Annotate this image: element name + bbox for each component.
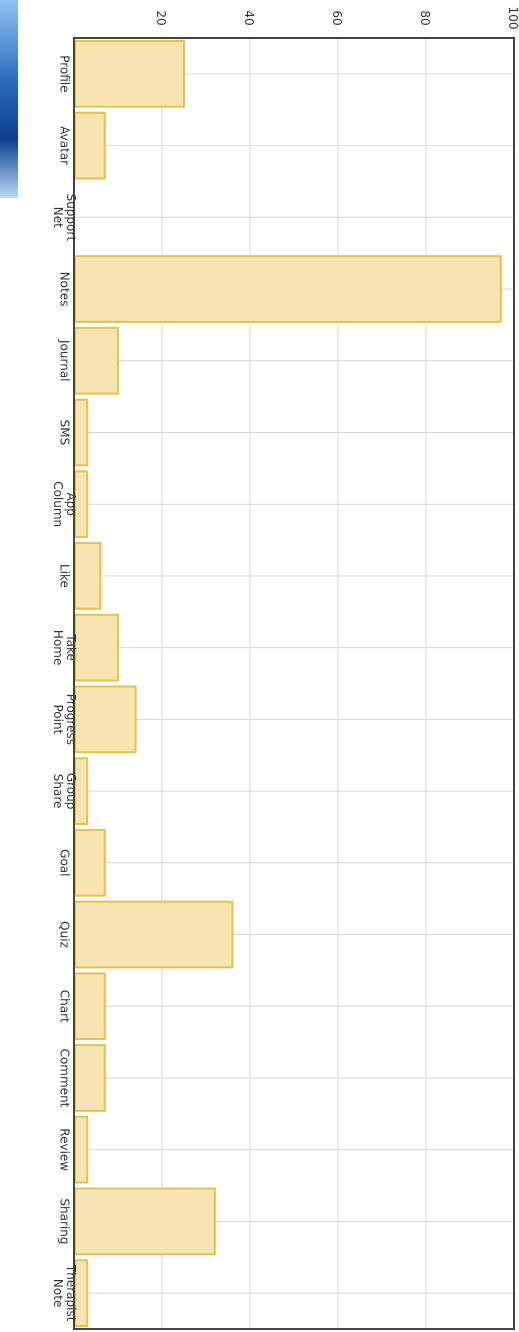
bar: [74, 111, 106, 180]
category-label: Share: [51, 774, 65, 809]
bar: [74, 613, 119, 682]
category-label: SMS: [58, 420, 72, 446]
category-label: Home: [51, 630, 65, 665]
bar: [74, 40, 185, 108]
category-label: Like: [58, 564, 72, 588]
plot-area: [73, 37, 515, 1330]
category-label: Group: [64, 773, 78, 810]
bar: [74, 972, 106, 1041]
decorative-gradient-strip: [0, 0, 18, 198]
bar: [74, 1187, 216, 1256]
category-label: Point: [51, 704, 65, 734]
category-label: Progress: [64, 694, 78, 745]
bar: [74, 542, 102, 610]
category-label: Net: [51, 207, 65, 228]
category-label: Goal: [58, 849, 72, 876]
bars: [74, 40, 502, 1328]
bar: [74, 828, 106, 897]
category-label: Review: [58, 1128, 72, 1171]
bar: [74, 1115, 89, 1184]
bar: [74, 900, 234, 969]
category-label: Notes: [58, 272, 72, 307]
category-label: Therapist: [64, 1264, 78, 1322]
grid-lines: [74, 38, 515, 1329]
category-label: Sharing: [58, 1198, 72, 1244]
bar: [74, 255, 502, 323]
category-label: Comment: [58, 1049, 72, 1108]
value-tick-label: 60: [330, 10, 344, 25]
bar: [74, 326, 119, 395]
category-label: Chart: [58, 990, 72, 1023]
category-label: Quiz: [58, 921, 72, 948]
category-label: Note: [51, 1279, 65, 1307]
category-label: Profile: [58, 55, 72, 92]
plot-frame: [73, 37, 515, 1330]
bar: [74, 398, 89, 467]
value-axis-ticks: 20 40 60 80 100: [154, 7, 519, 30]
bar: [74, 685, 137, 754]
category-label: Journal: [58, 339, 72, 382]
category-label: App: [64, 492, 78, 515]
category-label: Support: [64, 194, 78, 242]
bar: [74, 1044, 106, 1112]
value-tick-label: 80: [418, 10, 432, 25]
category-label: Avatar: [58, 126, 72, 165]
category-label: Take: [64, 633, 78, 661]
value-tick-label: 20: [154, 10, 168, 25]
value-tick-label: 100: [506, 7, 519, 30]
category-label: Column: [51, 481, 65, 527]
value-tick-label: 40: [242, 10, 256, 25]
